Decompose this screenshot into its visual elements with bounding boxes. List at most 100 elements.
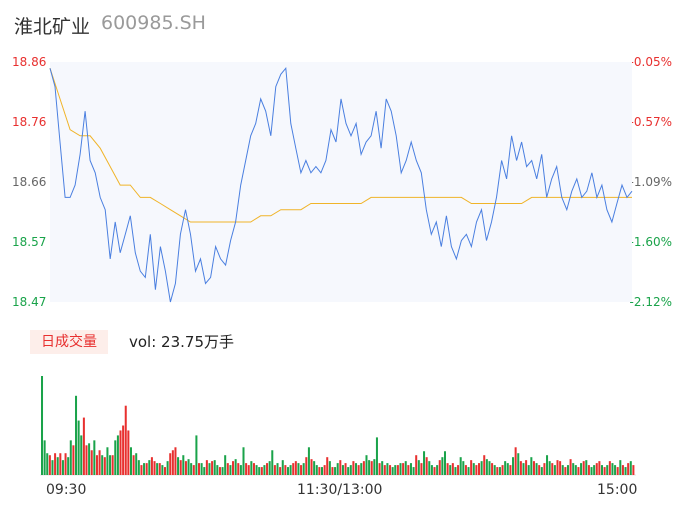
- volume-bar: [399, 463, 402, 475]
- volume-bar: [339, 460, 342, 475]
- pct-tick-label: -0.57%: [629, 115, 672, 129]
- volume-bar: [475, 465, 478, 475]
- volume-bar: [64, 453, 67, 475]
- volume-bar: [355, 463, 358, 475]
- volume-bar: [161, 465, 164, 475]
- volume-bar: [464, 465, 467, 475]
- volume-bar: [365, 455, 368, 475]
- volume-bar: [415, 455, 418, 475]
- volume-bar: [234, 459, 237, 475]
- volume-bar: [438, 460, 441, 475]
- pct-tick-label: -1.60%: [629, 235, 672, 249]
- volume-bar: [509, 465, 512, 475]
- volume-bar: [430, 465, 433, 475]
- volume-bar: [114, 440, 117, 475]
- volume-bar: [441, 457, 444, 475]
- price-line: [49, 66, 633, 303]
- volume-bar: [566, 465, 569, 475]
- volume-bar: [124, 405, 127, 475]
- volume-bar: [525, 460, 528, 475]
- volume-bar: [501, 465, 504, 475]
- volume-bar: [621, 465, 624, 475]
- volume-bar: [488, 461, 491, 475]
- volume-bar: [326, 457, 329, 475]
- volume-bar: [184, 461, 187, 475]
- volume-bar: [56, 457, 59, 475]
- volume-bar: [538, 465, 541, 475]
- volume-bar: [402, 463, 405, 475]
- time-label-open: 09:30: [46, 482, 87, 498]
- volume-bar: [93, 440, 96, 475]
- volume-bar: [307, 447, 310, 475]
- volume-bar: [59, 453, 62, 475]
- volume-bar: [271, 450, 274, 475]
- volume-bar: [292, 463, 295, 475]
- volume-bar: [51, 460, 54, 475]
- price-tick-label: 18.76: [12, 115, 47, 129]
- volume-bar: [266, 463, 269, 475]
- volume-bar: [106, 447, 109, 475]
- volume-bar: [551, 463, 554, 475]
- volume-bar: [498, 467, 501, 475]
- volume-bar: [127, 430, 130, 475]
- volume-bar: [297, 463, 300, 475]
- volume-bar: [611, 463, 614, 475]
- volume-bar: [394, 465, 397, 475]
- volume-bar: [373, 459, 376, 475]
- volume-bar: [143, 463, 146, 475]
- volume-bar: [205, 460, 208, 475]
- volume-bar: [192, 465, 195, 475]
- volume-bar: [598, 461, 601, 475]
- volume-bar: [483, 455, 486, 475]
- tab-daily-volume[interactable]: 日成交量: [30, 330, 108, 354]
- price-tick-label: 18.66: [12, 175, 47, 189]
- volume-bar: [514, 447, 517, 475]
- volume-bar: [122, 425, 125, 475]
- volume-bar: [75, 395, 78, 475]
- volume-bar: [72, 445, 75, 475]
- volume-bar: [334, 467, 337, 475]
- volume-bar: [263, 465, 266, 475]
- volume-bar: [198, 463, 201, 475]
- volume-bar: [85, 445, 88, 475]
- volume-bar: [156, 463, 159, 475]
- volume-bar: [532, 461, 535, 475]
- volume-bar: [135, 453, 138, 475]
- volume-bar: [457, 465, 460, 475]
- volume-bar: [349, 465, 352, 475]
- volume-bar: [163, 467, 167, 475]
- volume-bar: [61, 460, 64, 475]
- volume-bar: [195, 435, 198, 475]
- price-tick-label: 18.57: [12, 235, 47, 249]
- price-tick-label: 18.86: [12, 55, 47, 69]
- volume-bar: [546, 455, 549, 475]
- volume-bar: [148, 460, 151, 475]
- volume-bar: [286, 467, 289, 475]
- volume-bar: [485, 459, 488, 475]
- volume-bar: [595, 463, 598, 475]
- volume-bar: [627, 463, 630, 475]
- volume-bar: [129, 447, 132, 475]
- volume-bar: [179, 460, 182, 475]
- volume-bar: [315, 465, 318, 475]
- volume-bar: [391, 467, 394, 475]
- volume-bar: [69, 440, 72, 475]
- volume-bar: [43, 440, 46, 475]
- volume-bar: [582, 461, 585, 475]
- volume-bar: [268, 461, 271, 475]
- volume-bar: [462, 461, 465, 475]
- volume-bar: [360, 463, 363, 475]
- volume-bar: [245, 463, 248, 475]
- volume-bar: [187, 459, 190, 475]
- volume-bar: [443, 451, 446, 475]
- volume-bar: [221, 467, 224, 475]
- volume-bar: [368, 460, 371, 475]
- volume-bar: [336, 463, 339, 475]
- volume-bar: [341, 465, 344, 475]
- volume-bar: [412, 467, 415, 475]
- volume-bar: [331, 467, 334, 475]
- volume-bar: [574, 465, 577, 475]
- volume-bar: [417, 460, 420, 475]
- volume-bar: [216, 465, 219, 475]
